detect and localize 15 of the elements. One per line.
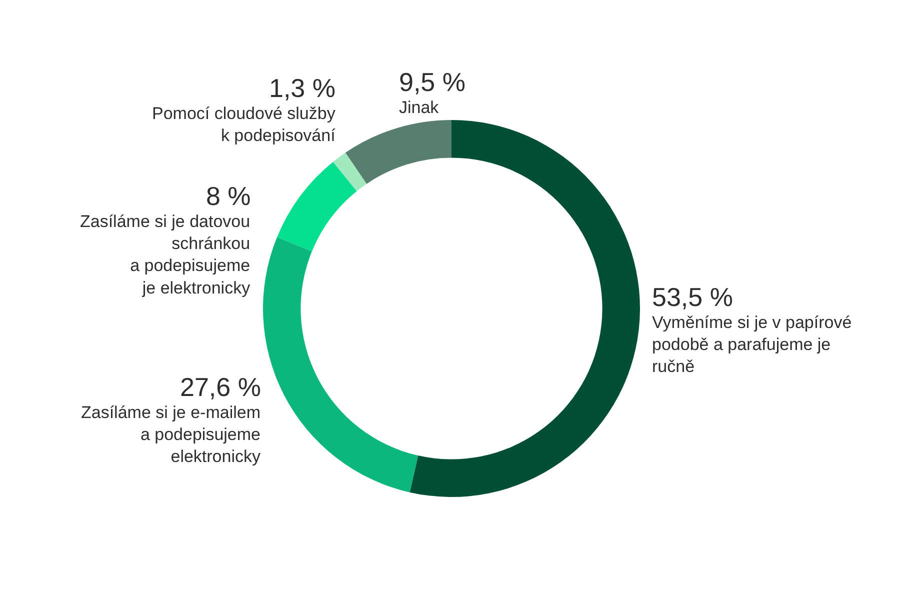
donut-slice [345,120,452,184]
data-label: 53,5 % [652,282,733,312]
slice-label: Jinak [399,98,440,117]
donut-slice [410,120,640,497]
slice-label: Pomocí cloudové služby k podepisování [152,104,336,146]
data-label: 9,5 % [399,67,466,97]
data-label: 1,3 % [269,73,336,103]
donut-slice [277,162,357,252]
donut-slice [333,152,367,192]
data-label: 27,6 % [180,372,261,402]
data-label: 8 % [206,181,251,211]
slice-label: Zasíláme si je e-mailem a podepisujeme elektronicky [81,403,261,466]
donut-slice [263,237,418,492]
slice-label: Zasíláme si je datovou schránkou a podepisujeme je elektronicky [80,212,251,298]
slice-label: Vyměníme si je v papírové podobě a parafujeme je ručně [652,313,852,376]
